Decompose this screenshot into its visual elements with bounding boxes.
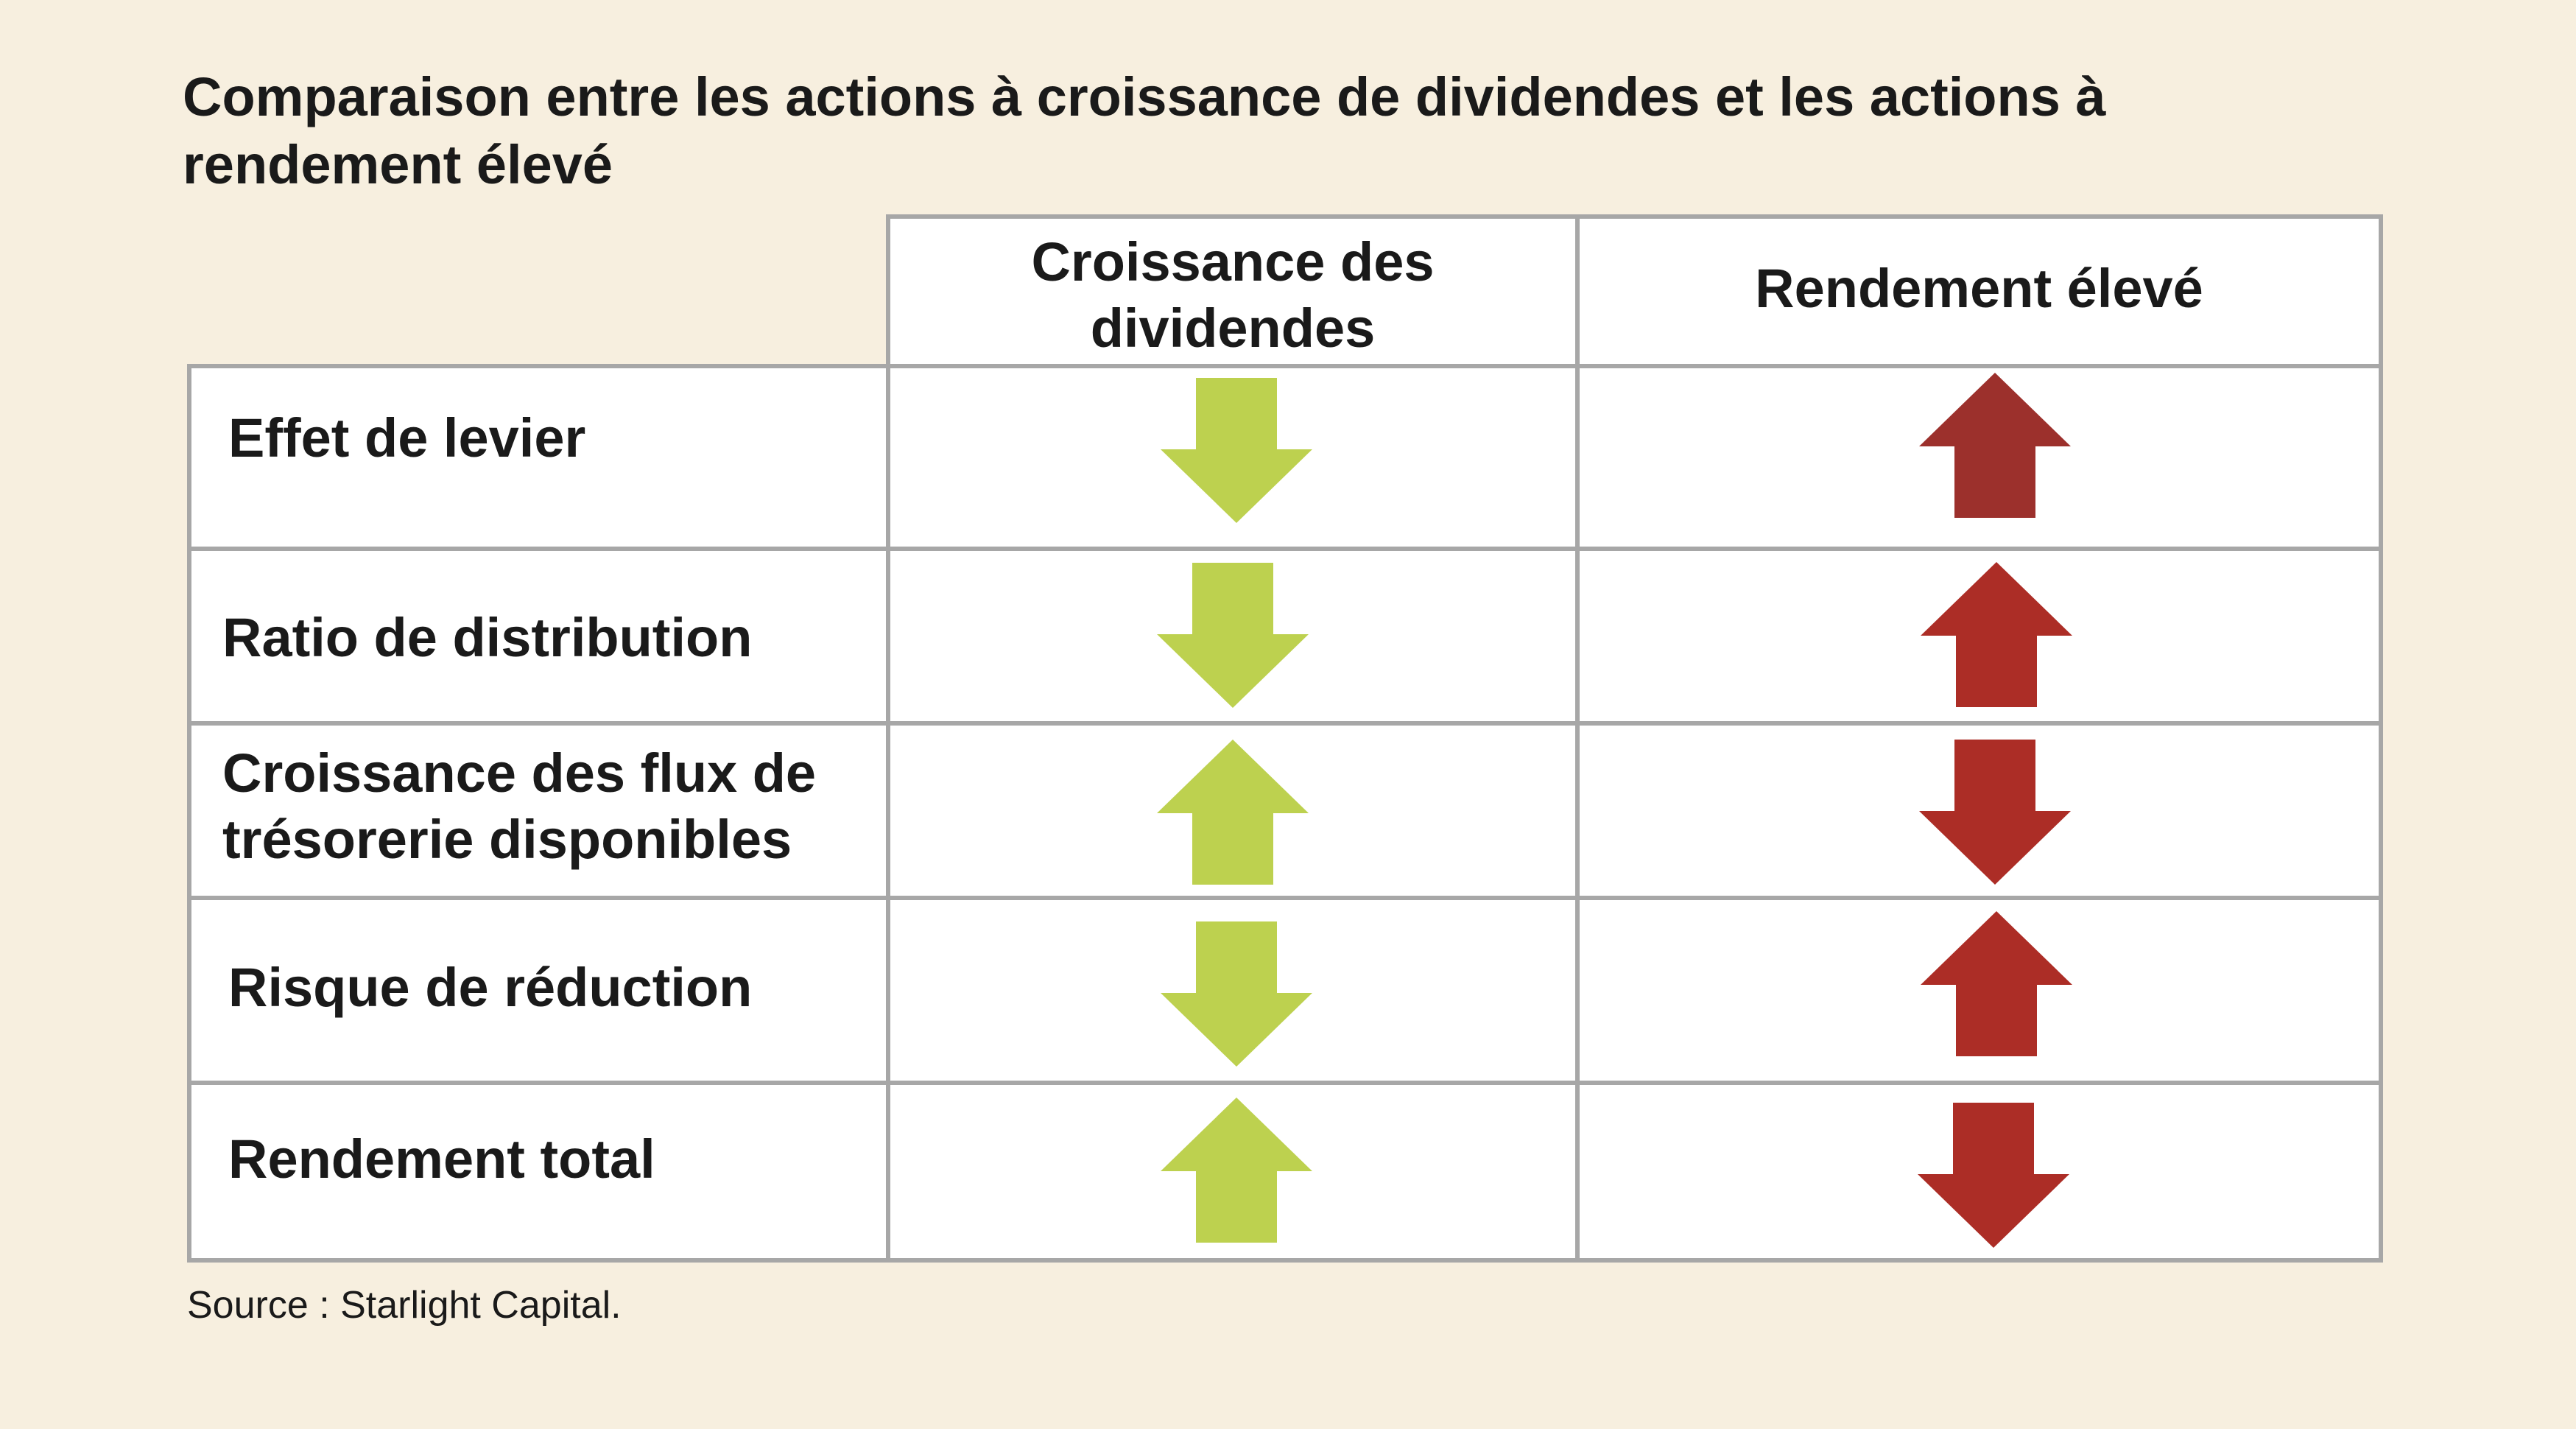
arrow-up-icon bbox=[1157, 740, 1309, 885]
chart-title: Comparaison entre les actions à croissan… bbox=[183, 66, 2106, 195]
row-label-cell: Effet de levier bbox=[187, 364, 890, 551]
arrow-up-icon bbox=[1919, 373, 2071, 518]
arrow-down-icon bbox=[1919, 740, 2071, 885]
column-header-high-yield: Rendement élevé bbox=[1755, 258, 2203, 319]
source-note: Source : Starlight Capital. bbox=[187, 1284, 622, 1327]
row-label-cell: Rendement total bbox=[187, 1081, 890, 1263]
row-label: Croissance des flux de trésorerie dispon… bbox=[222, 740, 870, 873]
row-label: Rendement total bbox=[228, 1128, 655, 1190]
arrow-up-icon bbox=[1921, 911, 2072, 1056]
arrow-up-icon bbox=[1161, 1098, 1312, 1243]
row-label-cell: Ratio de distribution bbox=[187, 547, 890, 726]
row-label: Ratio de distribution bbox=[222, 607, 753, 668]
header-cell-high-yield: Rendement élevé bbox=[1575, 214, 2383, 368]
row-label: Effet de levier bbox=[228, 407, 586, 468]
arrow-down-icon bbox=[1157, 563, 1309, 708]
arrow-down-icon bbox=[1161, 921, 1312, 1067]
header-cell-dividend-growth: Croissance des dividendes bbox=[886, 214, 1580, 368]
row-label-cell: Risque de réduction bbox=[187, 896, 890, 1085]
column-header-dividend-growth: Croissance des dividendes bbox=[1031, 231, 1435, 359]
arrow-down-icon bbox=[1161, 378, 1312, 523]
arrow-up-icon bbox=[1921, 562, 2072, 707]
arrow-down-icon bbox=[1918, 1103, 2069, 1248]
row-label-text: Croissance des flux de trésorerie dispon… bbox=[222, 742, 817, 870]
row-label-cell: Croissance des flux de trésorerie dispon… bbox=[187, 721, 890, 900]
row-label: Risque de réduction bbox=[228, 957, 753, 1018]
